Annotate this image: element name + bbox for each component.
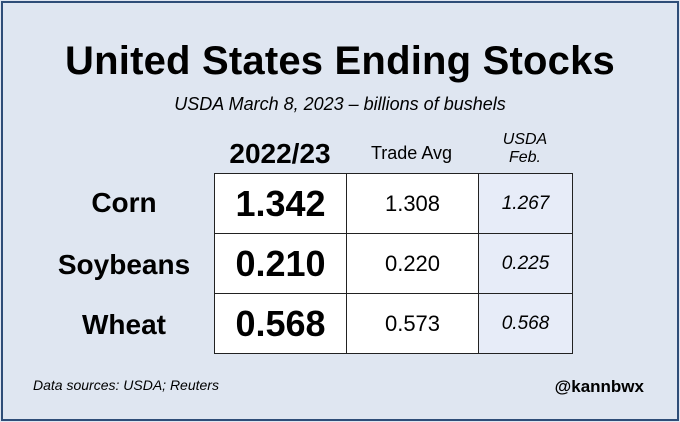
page-title: United States Ending Stocks (65, 39, 615, 83)
cell-2022-23: 0.568 (214, 293, 347, 354)
cell-trade-avg: 0.573 (346, 293, 479, 354)
row-label-soybeans: Soybeans (57, 249, 191, 280)
table-row: 0.210 0.220 0.225 (214, 233, 573, 294)
cell-2022-23: 0.210 (214, 233, 347, 294)
cell-trade-avg: 0.220 (346, 233, 479, 294)
cell-trade-avg: 1.308 (346, 173, 479, 234)
table-row: 0.568 0.573 0.568 (214, 293, 573, 354)
author-handle: @kannbwx (554, 377, 644, 396)
row-label-corn: Corn (91, 187, 157, 218)
column-header-trade-avg: Trade Avg (370, 143, 453, 163)
column-header-usda-line1: USDA (502, 131, 548, 148)
page-subtitle: USDA March 8, 2023 – billions of bushels (174, 94, 506, 114)
table-row: 1.342 1.308 1.267 (214, 173, 573, 234)
row-label-wheat: Wheat (82, 309, 166, 340)
stocks-table: 1.342 1.308 1.267 0.210 0.220 0.225 0.56… (214, 173, 573, 354)
cell-usda-feb: 1.267 (478, 173, 573, 234)
column-header-2022-23: 2022/23 (229, 138, 331, 169)
column-header-usda-feb: USDA Feb. (478, 131, 572, 167)
cell-usda-feb: 0.225 (478, 233, 573, 294)
data-source-note: Data sources: USDA; Reuters (33, 377, 219, 393)
column-header-usda-line2: Feb. (508, 149, 541, 166)
cell-usda-feb: 0.568 (478, 293, 573, 354)
cell-2022-23: 1.342 (214, 173, 347, 234)
